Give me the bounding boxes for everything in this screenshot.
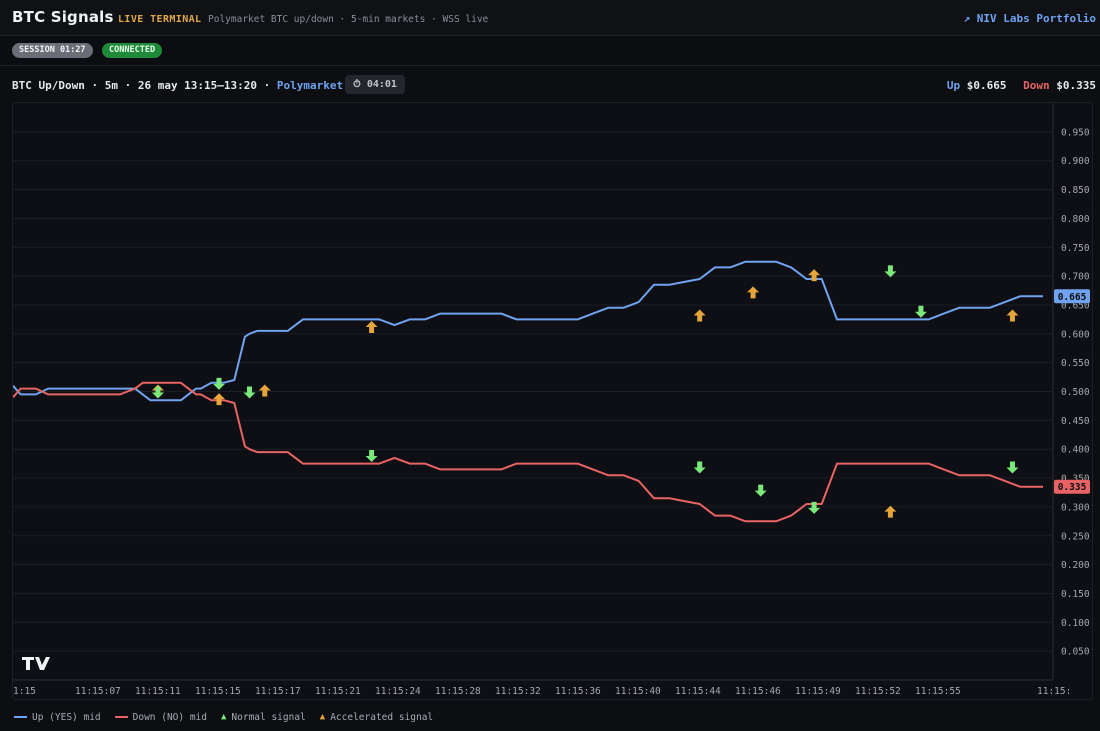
connection-badge: CONNECTED bbox=[102, 43, 163, 58]
y-tick-label: 0.750 bbox=[1061, 243, 1090, 254]
accel-signal-arrow bbox=[258, 384, 271, 397]
y-tick-label: 0.450 bbox=[1061, 416, 1090, 427]
polymarket-link[interactable]: Polymarket ↗ bbox=[276, 79, 357, 92]
x-tick-label: 11:15:49 bbox=[795, 686, 841, 697]
x-tick-label: 11:15:21 bbox=[315, 686, 361, 697]
legend-down-label: Down (NO) mid bbox=[132, 711, 207, 723]
x-tick-label: 11:15:55 bbox=[915, 686, 961, 697]
y-tick-label: 0.600 bbox=[1061, 329, 1090, 340]
accel-signal-arrow bbox=[747, 286, 760, 299]
y-tick-label: 0.400 bbox=[1061, 445, 1090, 456]
countdown-timer: ⏱ 04:01 bbox=[345, 75, 405, 94]
top-bar: BTC Signals LIVE TERMINAL Polymarket BTC… bbox=[0, 0, 1100, 36]
normal-signal-icon: ▲ bbox=[221, 712, 227, 722]
down-last-value-label: 0.335 bbox=[1058, 482, 1087, 493]
x-tick-label: 11:15:36 bbox=[555, 686, 601, 697]
legend-down-swatch bbox=[114, 716, 128, 718]
legend-accel: ▲ Accelerated signal bbox=[320, 712, 433, 723]
session-badge: SESSION 01:27 bbox=[12, 43, 93, 58]
x-tick-label: 11:15:52 bbox=[855, 686, 901, 697]
up-last-value-label: 0.665 bbox=[1058, 292, 1087, 303]
normal-signal-arrow bbox=[213, 377, 225, 390]
legend-up: Up (YES) mid bbox=[14, 712, 101, 723]
up-price-value: $0.665 bbox=[966, 79, 1007, 92]
market-title: BTC Up/Down · 5m · 26 may 13:15–13:20 · … bbox=[12, 79, 356, 92]
x-tick-label: 11:15:24 bbox=[375, 686, 421, 697]
status-bar: SESSION 01:27 CONNECTED bbox=[0, 37, 1100, 66]
y-tick-label: 0.350 bbox=[1061, 474, 1090, 485]
normal-signal-arrow bbox=[365, 449, 378, 462]
accel-signal-arrow bbox=[808, 269, 821, 282]
x-tick-label: 11:15: bbox=[1037, 686, 1071, 697]
y-tick-label: 0.500 bbox=[1061, 387, 1090, 398]
x-tick-label: 11:15:28 bbox=[435, 686, 481, 697]
market-bar: BTC Up/Down · 5m · 26 may 13:15–13:20 · … bbox=[0, 66, 1100, 102]
normal-signal-arrow bbox=[1006, 461, 1019, 474]
down-price-value: $0.335 bbox=[1056, 79, 1096, 92]
accel-signal-icon: ▲ bbox=[319, 712, 326, 722]
logo-shape bbox=[22, 657, 50, 670]
y-tick-label: 0.250 bbox=[1061, 531, 1090, 542]
down-price-label: Down bbox=[1023, 79, 1050, 92]
normal-signal-arrow bbox=[914, 305, 927, 318]
chart-svg[interactable]: 0.950 0.900 0.850 0.800 0.750 0.700 0.650 0.600… bbox=[13, 103, 1094, 701]
accel-signal-arrow bbox=[213, 393, 225, 406]
y-tick-label: 0.200 bbox=[1061, 560, 1090, 571]
up-last-value-label-bg bbox=[1054, 289, 1090, 304]
up-series-line bbox=[13, 260, 1043, 402]
legend-down: Down (NO) mid bbox=[114, 711, 207, 723]
y-tick-label: 0.650 bbox=[1061, 300, 1090, 311]
x-tick-label: 11:15:44 bbox=[675, 686, 721, 697]
y-tick-label: 0.850 bbox=[1061, 185, 1090, 196]
brand-title: BTC Signals bbox=[12, 8, 114, 26]
chart-legend: Up (YES) mid Down (NO) mid ▲ Normal sign… bbox=[14, 708, 433, 726]
y-tick-label: 0.900 bbox=[1061, 156, 1090, 167]
y-tick-label: 0.100 bbox=[1061, 618, 1090, 629]
y-tick-label: 0.550 bbox=[1061, 358, 1090, 369]
y-tick-label: 0.050 bbox=[1061, 647, 1090, 658]
price-chart[interactable]: 0.950 0.900 0.850 0.800 0.750 0.700 0.650 0.600… bbox=[12, 102, 1093, 700]
x-tick-label: 11:15:40 bbox=[615, 686, 661, 697]
header-subtitle: Polymarket BTC up/down · 5-min markets ·… bbox=[208, 14, 489, 25]
legend-normal: ▲ Normal signal bbox=[221, 712, 306, 723]
live-terminal-label: LIVE TERMINAL bbox=[118, 14, 202, 25]
normal-signal-arrow bbox=[808, 501, 821, 514]
price-summary: Up $0.665 Down $0.335 bbox=[947, 79, 1096, 92]
chart-logo-icon bbox=[22, 657, 50, 670]
x-tick-label: 11:15:32 bbox=[495, 686, 541, 697]
accel-signal-arrow bbox=[1006, 309, 1019, 322]
legend-accel-label: Accelerated signal bbox=[330, 711, 434, 723]
normal-signal-arrow bbox=[243, 386, 256, 399]
up-price-label: Up bbox=[946, 79, 961, 92]
down-series-line bbox=[13, 381, 1043, 523]
normal-signal-arrow bbox=[884, 265, 897, 278]
y-tick-label: 0.300 bbox=[1061, 502, 1090, 513]
market-title-text: BTC Up/Down · 5m · 26 may 13:15–13:20 · bbox=[12, 79, 277, 92]
accel-signal-arrow bbox=[693, 309, 706, 322]
down-last-value-label-bg bbox=[1054, 479, 1090, 494]
legend-up-label: Up (YES) mid bbox=[32, 711, 101, 723]
accel-signal-arrow bbox=[365, 321, 378, 334]
normal-signal-arrow bbox=[693, 461, 706, 474]
y-tick-label: 0.800 bbox=[1061, 214, 1090, 225]
y-tick-label: 0.950 bbox=[1061, 127, 1090, 138]
x-tick-label: 11:15:15 bbox=[195, 686, 241, 697]
normal-signal-arrow bbox=[151, 386, 164, 399]
legend-up-swatch bbox=[14, 716, 27, 718]
x-tick-label: 11:15:07 bbox=[75, 686, 121, 697]
x-tick-label: 1:15 bbox=[13, 686, 36, 697]
x-tick-label: 11:15:11 bbox=[135, 686, 181, 697]
y-tick-label: 0.700 bbox=[1061, 272, 1090, 283]
x-tick-label: 11:15:46 bbox=[735, 686, 781, 697]
x-tick-label: 11:15:17 bbox=[255, 686, 301, 697]
normal-signal-arrow bbox=[754, 484, 767, 497]
accel-signal-arrow bbox=[884, 505, 897, 518]
portfolio-link[interactable]: ↗ NIV Labs Portfolio bbox=[963, 12, 1096, 25]
legend-normal-label: Normal signal bbox=[231, 711, 306, 723]
y-tick-label: 0.150 bbox=[1061, 589, 1090, 600]
